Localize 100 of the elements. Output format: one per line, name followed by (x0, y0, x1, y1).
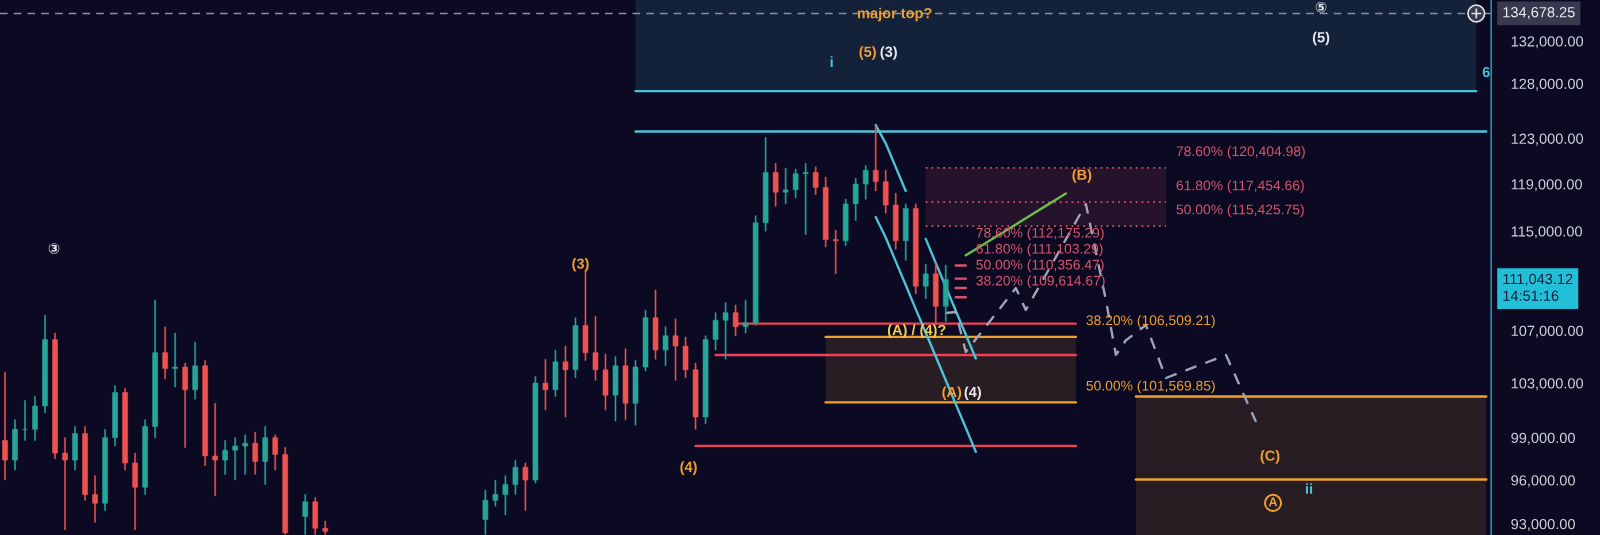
candlestick (192, 341, 198, 400)
annotation: major top? (858, 7, 932, 22)
candlestick (302, 494, 309, 535)
candlestick (792, 168, 799, 199)
candlestick (652, 289, 659, 360)
candlestick (252, 431, 258, 475)
y-tick-label: 103,000.00 (1511, 378, 1584, 391)
candlestick (12, 419, 18, 471)
annotation: (C) (1260, 450, 1280, 464)
y-tick-label: 132,000.00 (1511, 36, 1584, 49)
candlestick (2, 372, 8, 481)
annotation: (5) (859, 46, 876, 60)
candlestick (322, 520, 329, 535)
annotation: i (830, 56, 833, 67)
series-label: 50.00% (110,356.47) (976, 259, 1104, 273)
candlestick (772, 163, 779, 207)
candlestick (72, 426, 78, 471)
candlestick (742, 299, 749, 334)
candlestick (802, 163, 809, 236)
annotation: 6 (1482, 66, 1490, 78)
candlestick (832, 229, 839, 275)
candlestick (532, 376, 539, 484)
annotation: ii (1306, 483, 1313, 494)
candlestick (32, 396, 38, 441)
annotation: A (1268, 497, 1278, 507)
candlestick (762, 137, 769, 232)
candlestick (272, 434, 278, 471)
candlestick (632, 360, 639, 426)
candlestick (702, 335, 709, 425)
candlestick (672, 318, 679, 381)
annotation: (B) (1072, 169, 1092, 183)
y-tick-label: 119,000.00 (1511, 179, 1582, 192)
candlestick (22, 400, 28, 441)
candlestick (892, 193, 899, 250)
y-tick-label: 123,000.00 (1511, 133, 1584, 146)
series-label: 50.00% (115,425.75) (1176, 204, 1304, 218)
candlestick (242, 434, 248, 475)
candlestick (92, 475, 98, 523)
y-tick-label: 93,000.00 (1511, 518, 1575, 531)
candlestick (312, 497, 319, 535)
candlestick (682, 336, 689, 379)
candlestick (722, 302, 729, 360)
candlestick (642, 309, 649, 372)
candlestick (812, 166, 819, 195)
candlestick (612, 356, 619, 422)
candlestick (872, 125, 879, 192)
y-tick-label: 99,000.00 (1511, 432, 1575, 445)
candlestick (512, 459, 519, 495)
annotation: ⑤ (1315, 1, 1327, 13)
candlestick (212, 403, 218, 497)
candlestick (862, 165, 869, 200)
series-label: 38.20% (109,614.67) (976, 275, 1105, 289)
candlestick (602, 353, 609, 411)
text: 111,043.12 14:51:16 (1503, 273, 1573, 301)
candlestick (902, 203, 909, 261)
candlestick (552, 349, 559, 397)
series-label: 78.60% (120,404.98) (1176, 145, 1305, 159)
y-tick-label: 107,000.00 (1511, 325, 1584, 338)
candlestick (232, 437, 238, 481)
candlestick (482, 489, 489, 535)
annotation: (4) (964, 386, 981, 401)
candlestick (932, 262, 939, 324)
candlestick (152, 299, 158, 438)
annotation: (5) (1312, 31, 1330, 46)
ref-line-label: 134,678.25 (1503, 7, 1575, 20)
candlestick (132, 452, 138, 531)
candlestick (732, 304, 739, 336)
y-tick-label: 128,000.00 (1511, 78, 1584, 91)
candlestick (542, 358, 549, 411)
candlestick (262, 426, 268, 485)
candlestick (922, 263, 929, 299)
candlestick (942, 264, 949, 322)
candlestick (572, 317, 579, 379)
annotation: (3) (572, 258, 589, 272)
y-tick-label: 96,000.00 (1511, 475, 1575, 488)
candlestick (882, 169, 889, 214)
candlestick (712, 312, 719, 351)
candlestick (852, 177, 859, 221)
candlestick (492, 479, 499, 507)
candlestick (172, 332, 178, 388)
candlestick (592, 316, 599, 381)
series-label: 38.20% (106,509.21) (1086, 314, 1215, 328)
series-label: 50.00% (101,569.85) (1086, 380, 1215, 394)
annotation: (3) (880, 46, 897, 60)
candlestick (622, 348, 629, 420)
candlestick (222, 440, 228, 475)
annotation: (4) (680, 461, 697, 475)
candlestick (752, 215, 759, 326)
candlestick (562, 345, 569, 418)
annotation: ③ (48, 243, 60, 254)
candlestick (522, 462, 529, 511)
candlestick (182, 362, 188, 448)
candlestick (662, 326, 669, 367)
candlestick (692, 362, 699, 430)
series-label: 61.80% (117,454.66) (1176, 180, 1304, 194)
candlestick (62, 437, 68, 531)
candlestick (162, 326, 168, 380)
y-tick-label: 115,000.00 (1511, 226, 1582, 239)
candlestick (782, 167, 789, 205)
candlestick (502, 475, 509, 516)
